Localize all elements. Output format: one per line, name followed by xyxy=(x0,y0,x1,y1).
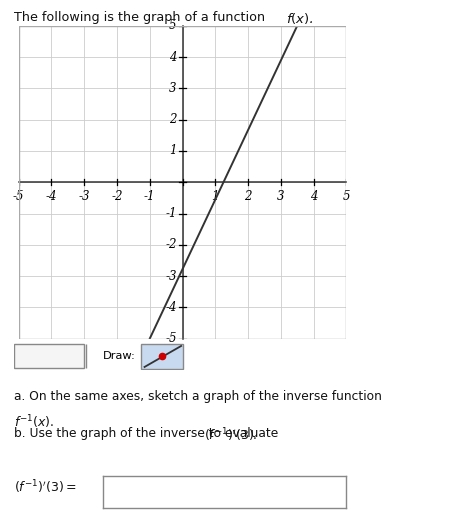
Text: 3: 3 xyxy=(277,190,285,203)
Text: 2: 2 xyxy=(169,113,176,126)
Text: 1: 1 xyxy=(212,190,219,203)
Text: -5: -5 xyxy=(13,190,24,203)
Text: 5: 5 xyxy=(343,190,350,203)
Text: 2: 2 xyxy=(244,190,252,203)
Text: -4: -4 xyxy=(165,301,176,314)
Text: Draw:: Draw: xyxy=(103,351,136,361)
Text: 3: 3 xyxy=(169,82,176,95)
Text: a. On the same axes, sketch a graph of the inverse function: a. On the same axes, sketch a graph of t… xyxy=(14,390,386,403)
Text: 4: 4 xyxy=(169,51,176,64)
Text: -4: -4 xyxy=(46,190,57,203)
Text: $(f^{-1})'(3) =$: $(f^{-1})'(3) =$ xyxy=(14,478,77,496)
Text: $(f^{-1})'(3)$.: $(f^{-1})'(3)$. xyxy=(204,427,257,444)
Text: -5: -5 xyxy=(165,332,176,345)
Text: -2: -2 xyxy=(165,238,176,251)
Text: -2: -2 xyxy=(111,190,123,203)
Text: The following is the graph of a function: The following is the graph of a function xyxy=(14,11,269,24)
Text: 5: 5 xyxy=(169,19,176,33)
Text: -3: -3 xyxy=(165,269,176,283)
Text: -3: -3 xyxy=(79,190,90,203)
Text: 4: 4 xyxy=(310,190,317,203)
Text: $f^{-1}(x)$.: $f^{-1}(x)$. xyxy=(14,414,55,431)
Text: Clear All: Clear All xyxy=(25,351,73,361)
FancyBboxPatch shape xyxy=(141,344,183,369)
Text: 1: 1 xyxy=(169,144,176,158)
Text: $f(x)$.: $f(x)$. xyxy=(286,11,314,26)
Text: b. Use the graph of the inverse to evaluate: b. Use the graph of the inverse to evalu… xyxy=(14,427,282,439)
Text: -1: -1 xyxy=(144,190,155,203)
FancyBboxPatch shape xyxy=(14,344,84,368)
Text: -1: -1 xyxy=(165,207,176,220)
